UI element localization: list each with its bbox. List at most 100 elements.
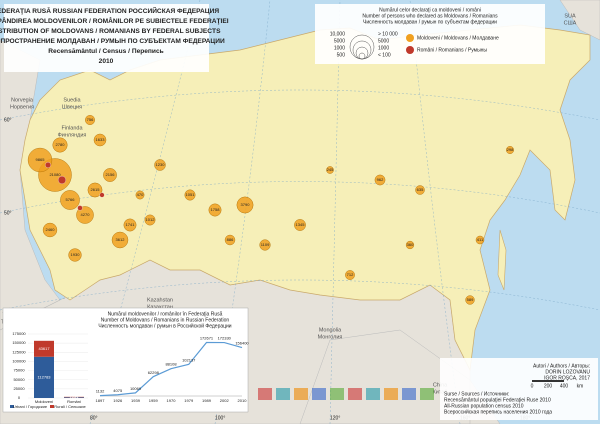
- legend-range: 5000: [378, 38, 389, 44]
- country-label: Казахстан: [147, 304, 173, 310]
- y-tick-label: 175000: [12, 331, 26, 336]
- marker: [294, 219, 306, 231]
- marker-label: 1051: [186, 192, 196, 197]
- marker-label: 2156: [106, 172, 116, 177]
- title-line: 2010: [99, 58, 114, 65]
- country-label: США: [564, 20, 577, 26]
- marker-label: 712: [347, 272, 354, 277]
- marker-label: 4270: [81, 212, 91, 217]
- legend-item: Români / Romanians / Румыны: [417, 47, 487, 53]
- y-tick-label: 125000: [12, 349, 26, 354]
- marker: [76, 206, 94, 224]
- y-tick-label: 0: [18, 395, 21, 400]
- bar-label: 112783: [37, 374, 51, 379]
- title-line: RĂSPÂNDIREA MOLDOVENILOR / ROMÂNILOR PE …: [0, 16, 229, 25]
- bar-label: 1234: [70, 394, 80, 399]
- marker-label: 1109: [261, 242, 270, 247]
- marker-label: 360: [407, 242, 414, 247]
- country-label: Mongolia: [319, 327, 342, 333]
- marker: [184, 189, 196, 201]
- marker: [374, 174, 386, 186]
- marker: [405, 240, 415, 250]
- marker-label: 411: [477, 237, 484, 242]
- graticule-label: 100°: [215, 415, 225, 421]
- legend-label: Rurali / Сельские: [54, 404, 86, 409]
- marker: [236, 196, 254, 214]
- marker: [93, 133, 107, 147]
- marker: [52, 137, 68, 153]
- country-label: Finlanda: [61, 125, 83, 131]
- logo: [366, 388, 380, 400]
- marker: [465, 295, 475, 305]
- marker-label: 756: [87, 117, 94, 122]
- marker: [60, 190, 80, 210]
- credits-box: [440, 358, 598, 420]
- legend-size: 500: [337, 52, 346, 58]
- marker-label: 589: [467, 297, 474, 302]
- scale-bar: [532, 380, 564, 382]
- sakhalin: [497, 229, 507, 291]
- y-tick-label: 100000: [12, 358, 26, 363]
- logo: [420, 388, 434, 400]
- logo: [312, 388, 326, 400]
- marker: [208, 203, 222, 217]
- logo: [348, 388, 362, 400]
- author: DORIN LOZOVANU: [545, 369, 590, 375]
- marker-label: 1230: [156, 162, 166, 167]
- marker-label: 886: [227, 237, 234, 242]
- x-tick-label: 1897: [96, 398, 106, 403]
- source: Всероссийская перепись населения 2010 го…: [444, 408, 552, 415]
- graticule-label: 60°: [4, 117, 12, 123]
- point-label: 172671: [200, 336, 214, 341]
- bar: [34, 340, 54, 357]
- marker-label: 9865: [36, 157, 46, 162]
- legend-title: Number of persons who declared as Moldov…: [362, 13, 498, 19]
- marker-label: 5766: [66, 197, 76, 202]
- marker: [259, 239, 271, 251]
- legend-title: Numărul celor declaraţi ca moldoveni / r…: [379, 7, 481, 13]
- y-tick-label: 25000: [13, 386, 25, 391]
- source: Surse / Sources / Источники:: [444, 391, 509, 397]
- inset-title: Численность молдаван / румын в Российско…: [98, 322, 231, 329]
- scale-label: 200: [544, 383, 553, 389]
- scale-label: 0: [531, 383, 534, 389]
- marker-label: 2780: [56, 142, 66, 147]
- x-tick-label: 1939: [131, 398, 141, 403]
- marker: [85, 115, 95, 125]
- marker-label: 245: [327, 167, 334, 172]
- marker-label: 1633: [96, 137, 106, 142]
- marker: [57, 175, 67, 185]
- logo: [330, 388, 344, 400]
- bar-label: 43617: [38, 346, 50, 351]
- inset-title: Number of Moldovans / Romanians in Russi…: [101, 317, 230, 323]
- marker-label: 470: [137, 192, 144, 197]
- legend-circle: [358, 52, 366, 60]
- legend-size: 10,000: [330, 31, 346, 37]
- point-label: 4075: [113, 388, 123, 393]
- marker: [506, 146, 514, 154]
- x-tick-label: Moldoveni: [35, 399, 53, 404]
- marker-label: 3790: [241, 202, 251, 207]
- country-label: Suedia: [63, 97, 81, 103]
- author: Autori / Authors / Авторы:: [533, 363, 590, 369]
- legend-swatch: [406, 34, 414, 42]
- marker-label: 1012: [146, 217, 156, 222]
- author: IGOR ROŞCA, 2017: [544, 375, 590, 381]
- legend-range: < 100: [378, 52, 391, 58]
- country-label: Швеция: [62, 104, 82, 110]
- marker-label: 962: [377, 177, 384, 182]
- point-label: 1132: [96, 389, 105, 394]
- marker-label: 1758: [211, 207, 221, 212]
- point-label: 102137: [182, 357, 196, 362]
- logo: [384, 388, 398, 400]
- logo: [402, 388, 416, 400]
- country-label: Монголия: [318, 334, 343, 340]
- x-tick-label: 1970: [167, 398, 177, 403]
- marker: [144, 214, 156, 226]
- line: [99, 341, 243, 397]
- marker: [326, 166, 334, 174]
- bar: [64, 397, 84, 398]
- graticule-label: 50°: [4, 210, 12, 216]
- marker: [154, 159, 166, 171]
- marker-label: 1741: [126, 222, 136, 227]
